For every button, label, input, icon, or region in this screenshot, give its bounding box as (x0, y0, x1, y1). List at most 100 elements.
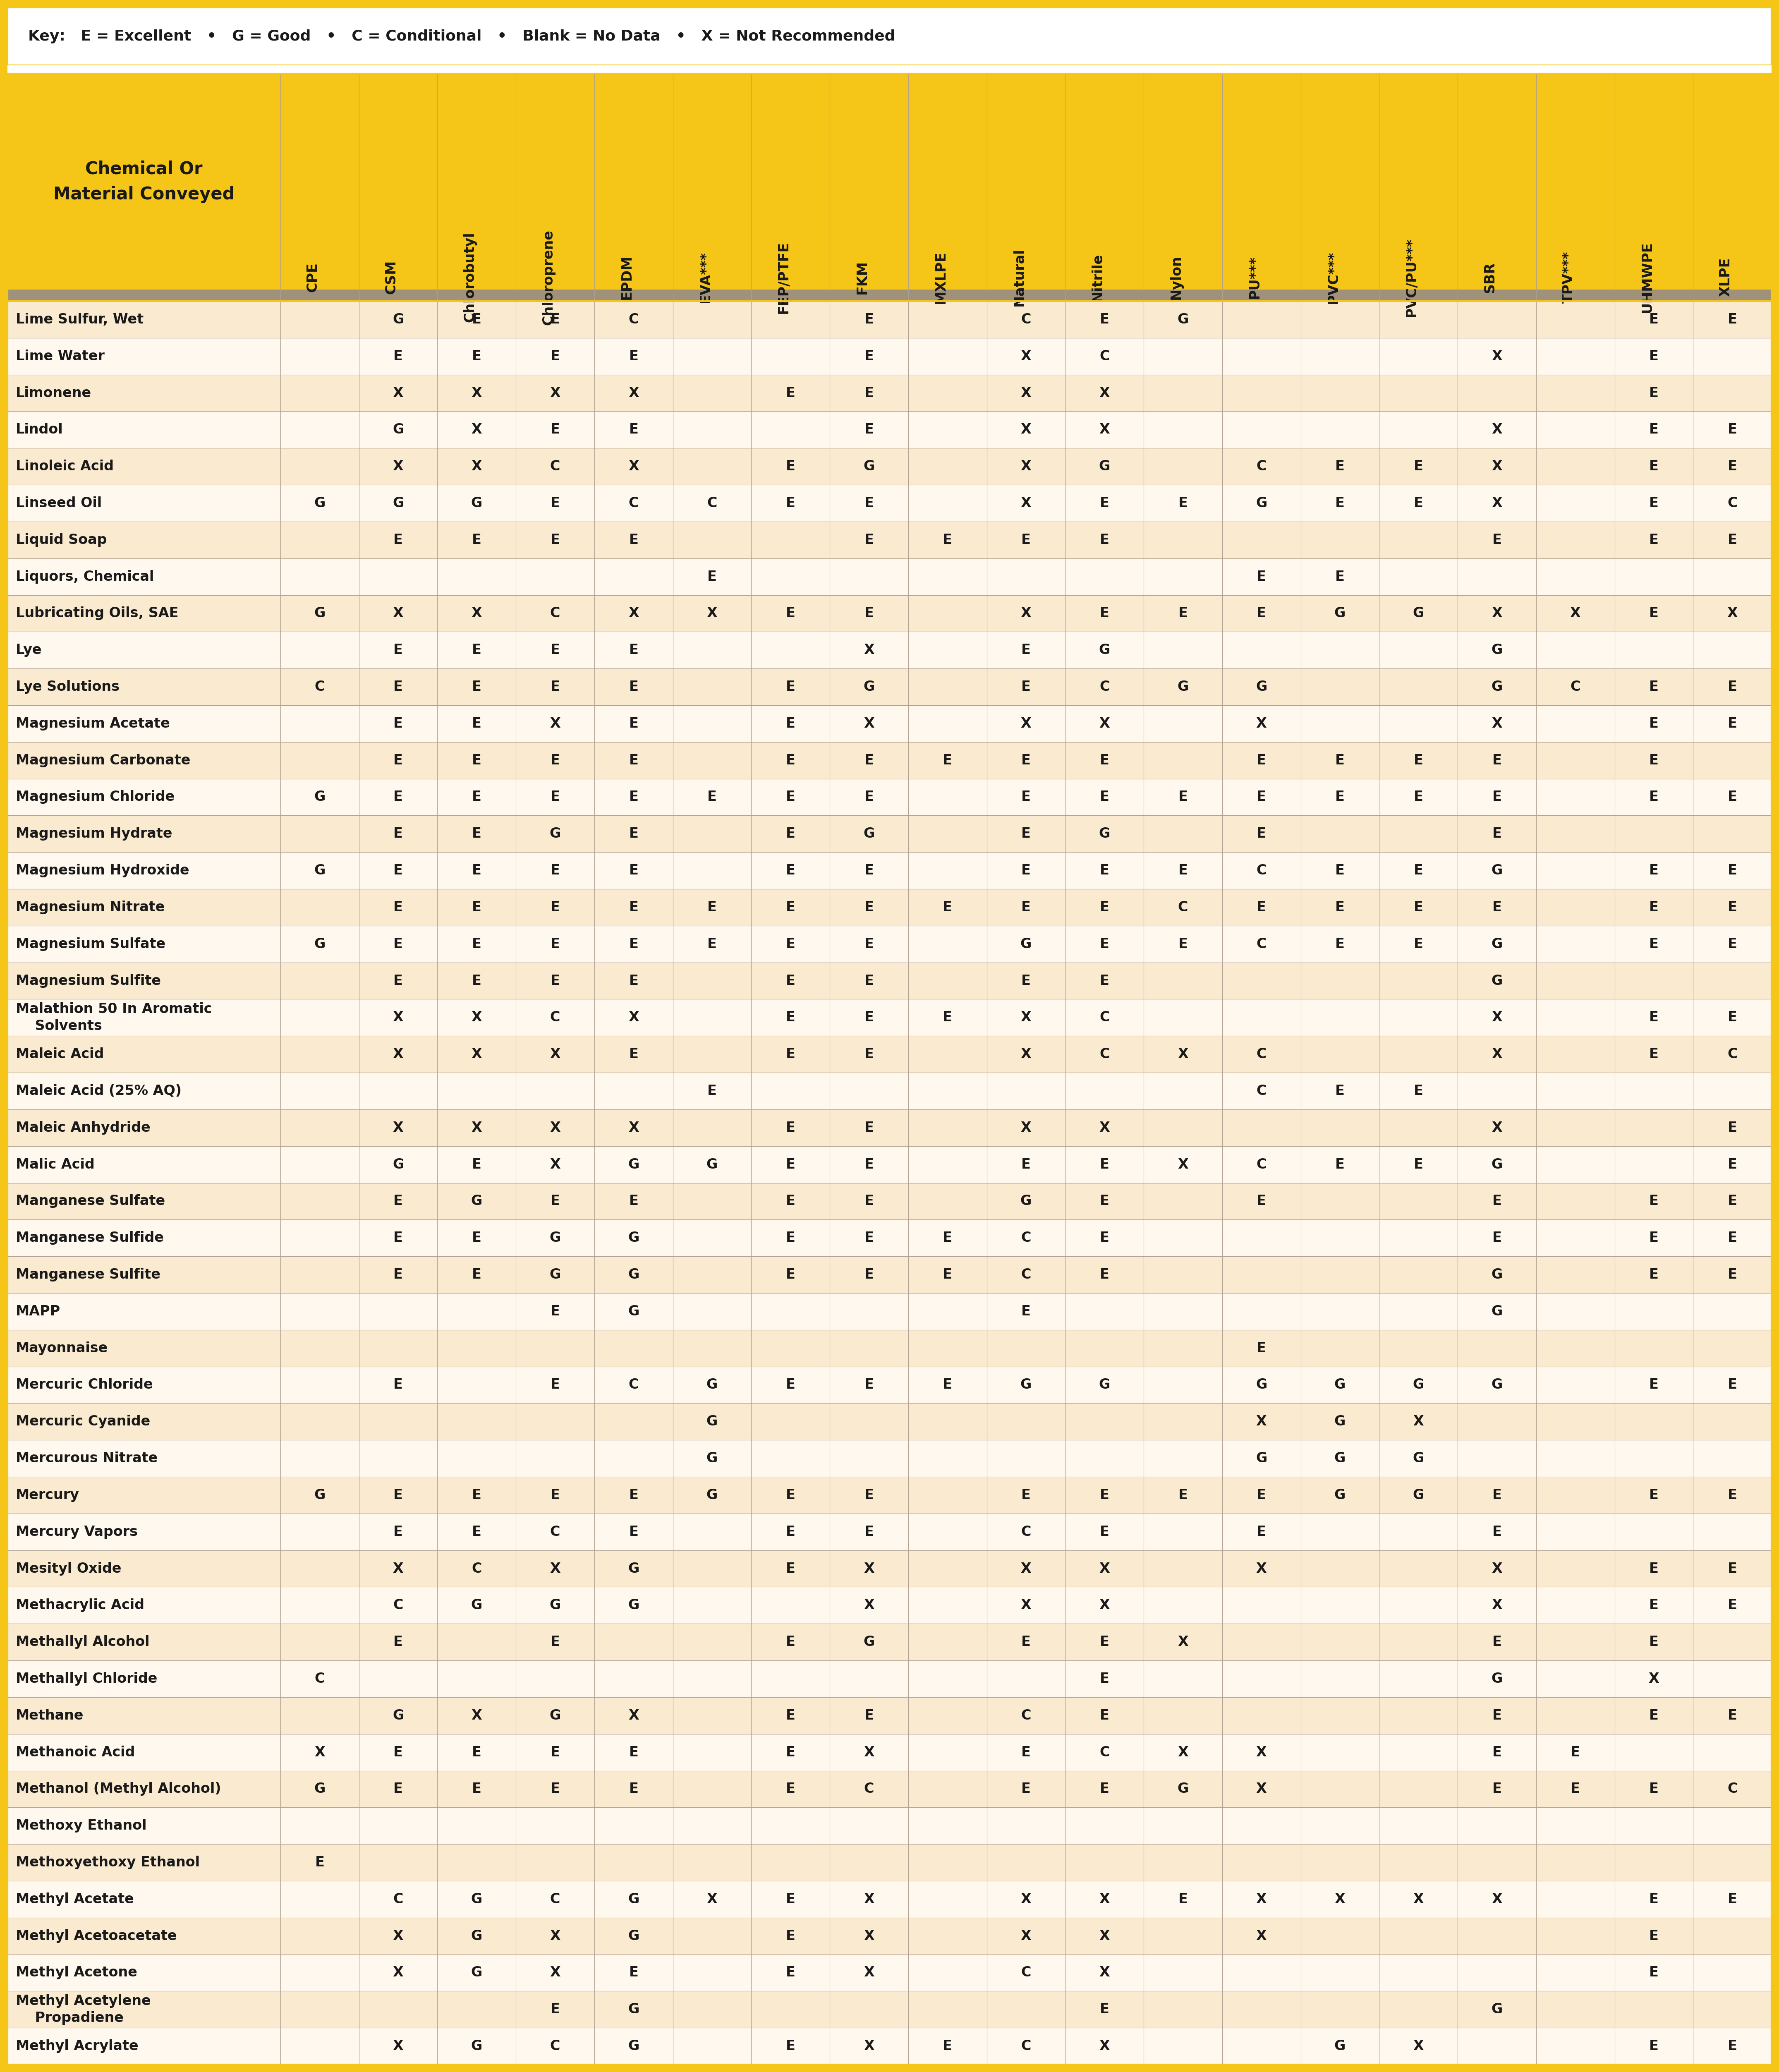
Text: X: X (865, 1929, 873, 1944)
Text: E: E (1099, 1158, 1110, 1171)
Text: G: G (471, 1966, 482, 1979)
Text: E: E (786, 789, 795, 804)
Text: G: G (1491, 1672, 1503, 1687)
Text: X: X (1099, 1892, 1110, 1906)
Text: E: E (393, 1782, 402, 1796)
Text: E: E (628, 1782, 639, 1796)
Bar (7, 1109, 1772, 1146)
Text: E: E (1414, 754, 1423, 767)
Text: X: X (393, 385, 404, 400)
Text: C: C (865, 1782, 873, 1796)
Text: E: E (1493, 1635, 1501, 1649)
Text: E: E (786, 1268, 795, 1280)
Text: C: C (550, 2039, 560, 2053)
Text: X: X (1491, 1121, 1501, 1135)
Text: X: X (1413, 1892, 1423, 1906)
Text: E: E (786, 1635, 795, 1649)
Text: E: E (550, 1193, 560, 1208)
Text: G: G (1178, 313, 1188, 325)
Text: Mayonnaise: Mayonnaise (16, 1341, 109, 1355)
Text: E: E (1021, 533, 1030, 547)
Text: E: E (1727, 313, 1736, 325)
Text: E: E (1021, 864, 1030, 876)
Text: E: E (471, 754, 482, 767)
Text: C: C (1727, 1048, 1738, 1061)
Text: G: G (1021, 937, 1032, 951)
Text: X: X (393, 1562, 404, 1575)
Text: E: E (786, 1525, 795, 1539)
Text: E: E (1099, 1525, 1110, 1539)
Bar (7, 889, 1772, 926)
Text: E: E (628, 1048, 639, 1061)
Text: C: C (1021, 1966, 1032, 1979)
Text: E: E (1649, 460, 1658, 472)
Text: Chemical Or
Material Conveyed: Chemical Or Material Conveyed (53, 160, 235, 203)
Text: X: X (1256, 1562, 1267, 1575)
Text: E: E (628, 864, 639, 876)
Text: E: E (471, 1488, 482, 1502)
Text: X: X (1021, 717, 1032, 731)
Text: E: E (1649, 497, 1658, 510)
Text: X: X (393, 2039, 404, 2053)
Text: E: E (1256, 570, 1267, 584)
Text: E: E (550, 789, 560, 804)
Bar (7, 704, 1772, 742)
Bar (7, 300, 1772, 338)
Text: C: C (1571, 680, 1580, 694)
Text: G: G (1334, 1415, 1345, 1428)
Text: E: E (1336, 901, 1345, 914)
Text: E: E (1727, 937, 1736, 951)
Text: E: E (471, 1745, 482, 1759)
Text: E: E (1414, 1158, 1423, 1171)
Text: E: E (1649, 1709, 1658, 1722)
Text: G: G (315, 497, 326, 510)
Text: G: G (315, 1782, 326, 1796)
Text: E: E (1727, 1011, 1736, 1024)
Text: E: E (1649, 2039, 1658, 2053)
Text: E: E (943, 2039, 952, 2053)
Text: E: E (1649, 385, 1658, 400)
Text: E: E (550, 1378, 560, 1392)
Text: E: E (1178, 1892, 1188, 1906)
Text: E: E (550, 642, 560, 657)
Text: FEP/PTFE: FEP/PTFE (777, 240, 790, 313)
Text: E: E (471, 1268, 482, 1280)
Text: G: G (628, 2039, 639, 2053)
Bar (7, 816, 1772, 852)
Text: E: E (1178, 607, 1188, 620)
Bar (7, 448, 1772, 485)
Text: G: G (1334, 607, 1345, 620)
Bar (7, 779, 1772, 816)
Bar (1772, 0, 1779, 2072)
Text: E: E (786, 1231, 795, 1245)
Text: E: E (1727, 460, 1736, 472)
Text: G: G (550, 1268, 560, 1280)
Bar (0, 0, 1779, 8)
Text: E: E (1649, 1966, 1658, 1979)
Text: C: C (550, 1525, 560, 1539)
Text: E: E (865, 1011, 873, 1024)
Text: Methanoic Acid: Methanoic Acid (16, 1745, 135, 1759)
Text: Liquid Soap: Liquid Soap (16, 533, 107, 547)
Bar (7, 1697, 1772, 1734)
Text: E: E (865, 1525, 873, 1539)
Text: E: E (1649, 864, 1658, 876)
Text: E: E (1727, 1158, 1736, 1171)
Text: X: X (471, 385, 482, 400)
Text: X: X (550, 1121, 560, 1135)
Text: G: G (471, 1929, 482, 1944)
Text: E: E (471, 642, 482, 657)
Text: E: E (1649, 423, 1658, 437)
Text: G: G (1491, 1305, 1503, 1318)
Text: Malathion 50 In Aromatic
    Solvents: Malathion 50 In Aromatic Solvents (16, 1003, 212, 1032)
Text: E: E (786, 497, 795, 510)
Text: E: E (1727, 1892, 1736, 1906)
Text: C: C (393, 1598, 404, 1612)
Text: E: E (865, 974, 873, 988)
Text: X: X (471, 423, 482, 437)
Text: E: E (1178, 789, 1188, 804)
Text: X: X (865, 1892, 873, 1906)
Text: Magnesium Carbonate: Magnesium Carbonate (16, 754, 190, 767)
Text: X: X (550, 1966, 560, 1979)
Text: Maleic Anhydride: Maleic Anhydride (16, 1121, 151, 1135)
